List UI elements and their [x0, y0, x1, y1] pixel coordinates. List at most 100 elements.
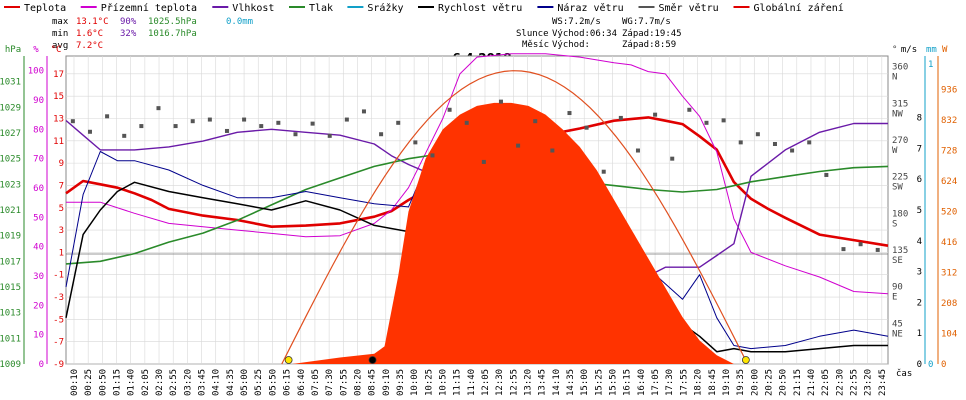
y-tick-dir: 225: [892, 173, 908, 183]
y-tick-pct: 0: [39, 360, 44, 370]
y-tick-dir: 315: [892, 99, 908, 109]
y-tick-compass: N: [892, 73, 897, 83]
x-tick-label: 16:40: [637, 369, 647, 396]
x-tick-label: 07:55: [339, 369, 349, 396]
x-tick-label: 17:55: [679, 369, 689, 396]
wind-direction-point: [242, 117, 247, 122]
x-tick-label: 00:10: [70, 369, 80, 396]
wind-direction-point: [635, 148, 640, 153]
x-tick-label: 07:30: [325, 369, 335, 396]
x-tick-label: 02:30: [155, 369, 165, 396]
wind-direction-point: [276, 120, 281, 125]
legend-label: Přízemní teplota: [101, 2, 197, 14]
axis-label-mm: mm: [926, 45, 937, 55]
wind-direction-point: [139, 124, 144, 129]
y-tick-dir: 45: [892, 319, 903, 329]
sun-rise: Východ:06:34: [552, 29, 617, 39]
y-tick-dir: 270: [892, 136, 908, 146]
y-tick-pct: 10: [33, 331, 44, 341]
sun-label: Slunce: [516, 29, 549, 39]
wind-direction-point: [790, 148, 795, 153]
wind-wg: WG:7.7m/s: [622, 17, 671, 27]
x-tick-label: 08:20: [353, 369, 363, 396]
y-tick-temp: -7: [53, 338, 64, 348]
y-tick-compass: NW: [892, 109, 903, 119]
y-tick-ms: 2: [917, 298, 922, 308]
stat-max-press: 1025.5hPa: [148, 17, 197, 27]
y-tick-ms: 6: [917, 175, 922, 185]
x-tick-label: 05:00: [240, 369, 250, 396]
x-tick-label: 23:45: [878, 369, 888, 396]
wind-direction-point: [704, 120, 709, 125]
x-tick-label: 01:40: [127, 369, 137, 396]
moon-set: Západ:8:59: [622, 40, 676, 50]
y-tick-temp: 1: [59, 248, 64, 258]
wind-direction-point: [259, 124, 264, 129]
plot-area: [65, 53, 889, 365]
moon-label: Měsíc: [522, 40, 549, 50]
y-tick-pct: 90: [33, 96, 44, 106]
y-tick-mm: 0: [928, 360, 933, 370]
y-tick-dir: 90: [892, 283, 903, 293]
x-tick-label: 06:40: [297, 369, 307, 396]
x-tick-label: 20:50: [779, 369, 789, 396]
x-axis-label: čas: [896, 368, 912, 379]
y-tick-hPa: 1029: [0, 103, 21, 113]
y-tick-mm: 1: [928, 60, 933, 70]
y-tick-w: 0: [941, 360, 946, 370]
x-tick-label: 13:20: [524, 369, 534, 396]
x-tick-label: 18:45: [708, 369, 718, 396]
wind-direction-point: [721, 118, 726, 123]
stats-block: max 13.1°C 90% 1025.5hPa 0.0mm min 1.6°C…: [52, 17, 253, 51]
y-tick-dir: 360: [892, 63, 908, 73]
y-tick-ms: 1: [917, 329, 922, 339]
y-tick-pct: 20: [33, 301, 44, 311]
wind-direction-point: [601, 169, 606, 174]
wind-direction-point: [516, 143, 521, 148]
wind-direction-point: [396, 120, 401, 125]
y-tick-compass: W: [892, 146, 898, 156]
stat-max-temp: 13.1°C: [76, 17, 109, 27]
wind-direction-point: [310, 121, 315, 126]
wind-ws: WS:7.2m/s: [552, 17, 601, 27]
sunset-marker: [741, 356, 750, 364]
y-tick-temp: 9: [59, 159, 64, 169]
y-tick-compass: SW: [892, 183, 903, 193]
x-tick-label: 12:30: [495, 369, 505, 396]
wind-direction-point: [584, 125, 589, 130]
y-tick-pct: 40: [33, 243, 44, 253]
axis-label-pct: %: [33, 45, 39, 55]
y-tick-ms: 7: [917, 144, 922, 154]
wind-direction-point: [550, 148, 555, 153]
x-tick-label: 17:05: [651, 369, 661, 396]
wind-direction-point: [361, 109, 366, 114]
y-tick-hPa: 1027: [0, 129, 21, 139]
wind-direction-point: [173, 124, 178, 129]
wind-direction-point: [122, 133, 127, 138]
legend-label: Srážky: [367, 2, 403, 14]
x-tick-label: 02:55: [169, 369, 179, 396]
y-tick-temp: 7: [59, 181, 64, 191]
y-tick-temp: 15: [53, 92, 64, 102]
y-tick-hPa: 1031: [0, 78, 21, 88]
y-tick-compass: SE: [892, 256, 903, 266]
y-tick-pct: 100: [28, 67, 44, 77]
y-tick-w: 832: [941, 116, 957, 126]
x-tick-label: 15:00: [580, 369, 590, 396]
x-tick-label: 09:10: [382, 369, 392, 396]
x-tick-label: 23:20: [864, 369, 874, 396]
wind-direction-point: [687, 107, 692, 112]
wind-direction-point: [430, 153, 435, 158]
x-tick-label: 05:25: [254, 369, 264, 396]
y-tick-compass: E: [892, 293, 897, 303]
y-tick-w: 624: [941, 177, 957, 187]
wind-direction-point: [670, 156, 675, 161]
wind-direction-point: [224, 128, 229, 133]
stat-avg-label: avg: [52, 41, 68, 51]
stat-avg-temp: 7.2°C: [76, 41, 103, 51]
y-tick-pct: 70: [33, 155, 44, 165]
series-radiation-theoretical: [281, 70, 745, 365]
sunrise-marker: [284, 356, 293, 364]
series-line-1: [66, 53, 889, 295]
y-tick-ms: 4: [917, 237, 922, 247]
